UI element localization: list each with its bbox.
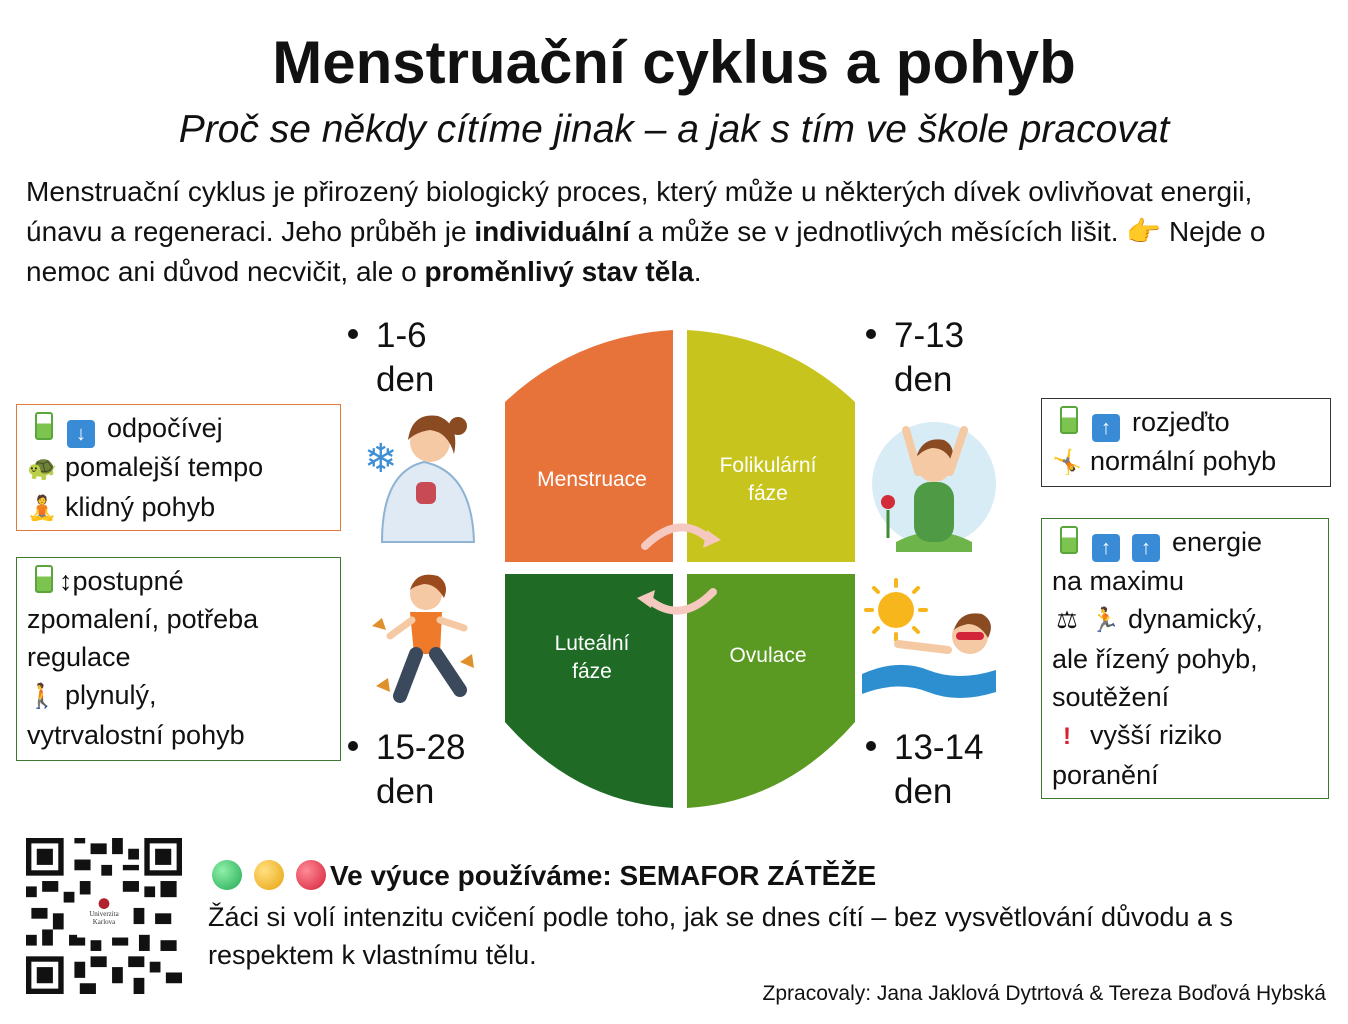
svg-text:❄: ❄: [364, 437, 398, 481]
days-label-luteal: 15-28 den: [348, 726, 466, 814]
semafor-text: Žáci si volí intenzitu cvičení podle toh…: [208, 902, 1234, 970]
qr-code[interactable]: [26, 838, 182, 994]
page-subtitle: Proč se někdy cítíme jinak – a jak s tím…: [178, 108, 1170, 151]
box-luteal: ↕postupné zpomalení, potřeba regulace 🚶 p…: [16, 557, 341, 761]
arrow-up-icon: ↑: [1092, 534, 1120, 562]
cycle-diagram: Menstruace Folikulární fáze Luteální fáz…: [505, 330, 855, 808]
battery-full-icon: [1060, 526, 1078, 554]
days-label-menstruace: 1-6 den: [348, 314, 434, 402]
up-down-arrow-icon: ↕: [59, 566, 73, 596]
turtle-icon: 🐢: [27, 455, 57, 482]
phase-ovulace: [687, 574, 855, 808]
intro-paragraph: Menstruační cyklus je přirozený biologic…: [26, 176, 1266, 287]
woman-blanket-icon: ❄: [364, 415, 476, 543]
runner-icon: 🏃: [1090, 607, 1120, 634]
arrow-down-icon: ↓: [67, 420, 95, 448]
page-title: Menstruační cyklus a pohyb: [272, 29, 1076, 96]
qr-university-label: Univerzita Karlova: [89, 910, 119, 926]
red-light-icon: [296, 860, 326, 890]
walking-icon: 🚶: [27, 683, 57, 710]
scales-icon: ⚖: [1056, 607, 1078, 634]
cartwheel-icon: 🤸: [1052, 449, 1082, 476]
battery-mid-icon: [1060, 406, 1078, 434]
phase-label-folikular-1: Folikulární: [720, 454, 817, 477]
intro-bold-individual: individuální: [474, 216, 630, 247]
exclamation-icon: !: [1063, 723, 1071, 750]
phase-folikular: [687, 330, 855, 562]
pointing-hand-icon: 👉: [1126, 216, 1162, 247]
woman-running-icon: [372, 574, 474, 703]
intro-bold-state: proměnlivý stav těla: [424, 256, 694, 287]
semafor-title: Ve výuce používáme: SEMAFOR ZÁTĚŽE: [212, 860, 876, 892]
cycle-arrow-bottom: [643, 588, 717, 615]
battery-icon: [35, 565, 53, 593]
green-light-icon: [212, 860, 242, 890]
phase-luteal: [505, 574, 673, 808]
credit-line: Zpracovaly: Jana Jaklová Dytrtová & Tere…: [762, 982, 1326, 1005]
cycle-arrow-top: [641, 523, 714, 550]
phase-label-menstruace: Menstruace: [537, 468, 647, 491]
arrow-up-icon: ↑: [1092, 414, 1120, 442]
woman-swimming-icon: [862, 578, 996, 698]
days-label-ovulace: 13-14 den: [866, 726, 984, 814]
box-menstruace: ↓ odpočívej 🐢 pomalejší tempo 🧘 klidný pohy…: [16, 404, 341, 531]
battery-low-icon: [35, 412, 53, 440]
phase-label-folikular-2: fáze: [748, 482, 788, 505]
box-folikular: ↑ rozjeďto 🤸 normální pohyb: [1041, 398, 1331, 487]
box-ovulace: ↑ ↑ energie na maximu ⚖ 🏃 dynamický, ale říz…: [1041, 518, 1329, 799]
meditation-icon: 🧘: [27, 495, 57, 522]
phase-label-ovulace: Ovulace: [729, 644, 806, 667]
phase-label-luteal-1: Luteální: [555, 632, 630, 655]
phase-label-luteal-2: fáze: [572, 660, 612, 683]
phase-menstruace: [505, 330, 673, 562]
woman-stretching-icon: [872, 422, 996, 552]
yellow-light-icon: [254, 860, 284, 890]
arrow-up-icon-2: ↑: [1132, 534, 1160, 562]
days-label-folikular: 7-13 den: [866, 314, 964, 402]
